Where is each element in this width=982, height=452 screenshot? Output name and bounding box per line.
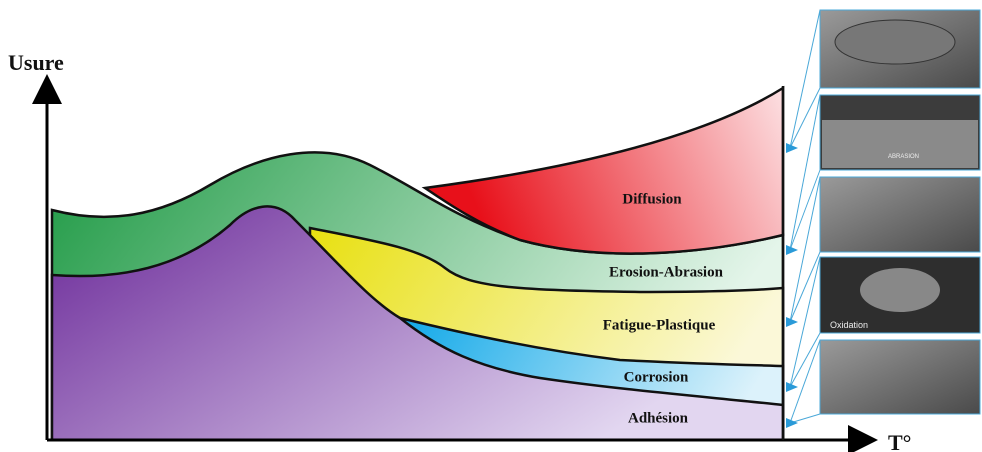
connectors xyxy=(789,9,821,424)
region-label: Diffusion xyxy=(622,191,682,207)
region-diffusion xyxy=(421,85,785,255)
region-label: Fatigue-Plastique xyxy=(603,317,716,333)
y-axis-label: Usure xyxy=(8,50,64,75)
region-adhesion xyxy=(50,205,785,442)
region-label: Erosion-Abrasion xyxy=(609,264,724,280)
x-axis-label: T° xyxy=(888,430,911,452)
region-label: Adhésion xyxy=(628,410,689,426)
micrograph-caption: ABRASION xyxy=(888,154,919,160)
region-label: Corrosion xyxy=(624,369,689,385)
micrographs: ABRASION Oxidation xyxy=(819,9,981,415)
connector-arrows xyxy=(786,143,798,428)
micrograph-caption: Oxidation xyxy=(830,320,868,330)
